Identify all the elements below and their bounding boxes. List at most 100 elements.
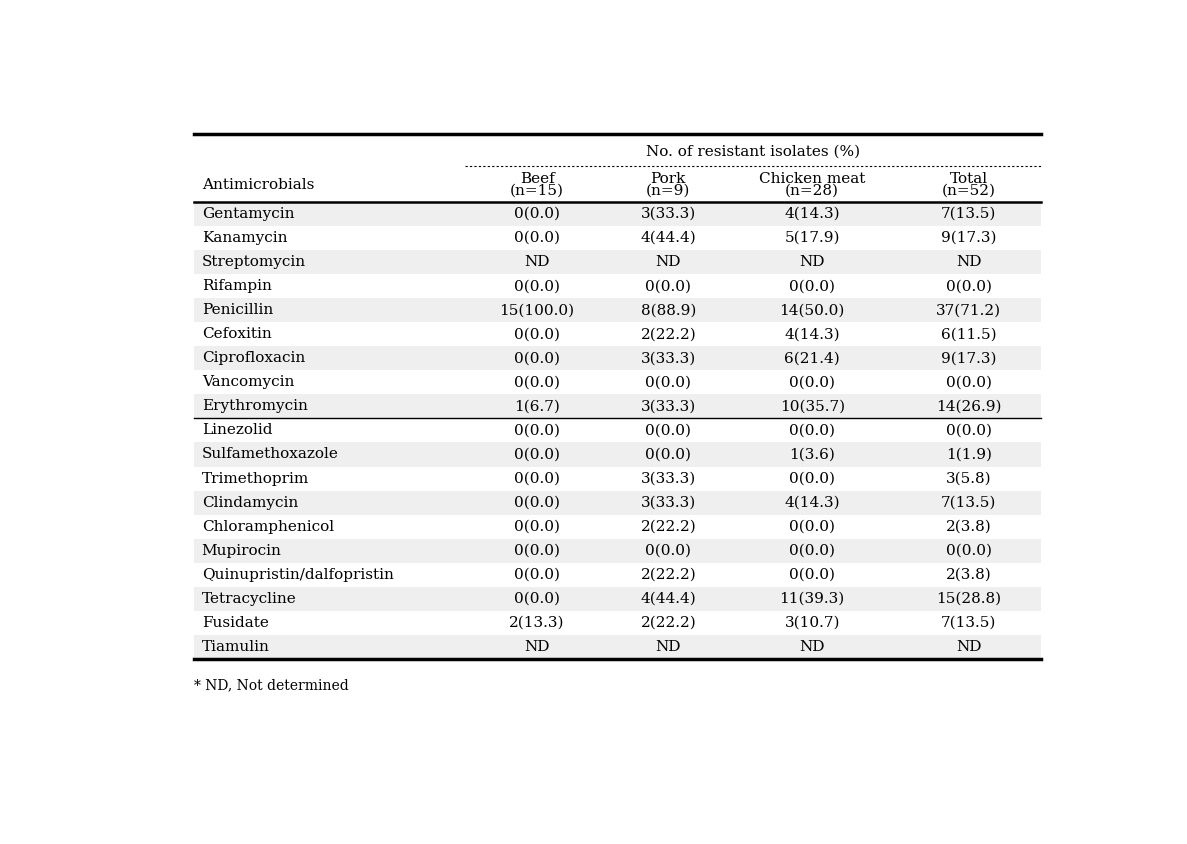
Bar <box>195 202 1041 226</box>
Text: 3(5.8): 3(5.8) <box>946 472 991 485</box>
Text: 7(13.5): 7(13.5) <box>941 616 996 630</box>
Text: ND: ND <box>525 640 550 654</box>
Bar <box>195 371 1041 394</box>
Text: Cefoxitin: Cefoxitin <box>202 327 272 341</box>
Bar <box>195 346 1041 371</box>
Text: 0(0.0): 0(0.0) <box>514 327 560 341</box>
Text: 2(22.2): 2(22.2) <box>641 327 697 341</box>
Text: 4(14.3): 4(14.3) <box>785 495 840 510</box>
Text: 14(50.0): 14(50.0) <box>780 303 845 317</box>
Text: Chloramphenicol: Chloramphenicol <box>202 520 334 533</box>
Text: 2(22.2): 2(22.2) <box>641 568 697 582</box>
Text: 0(0.0): 0(0.0) <box>514 592 560 606</box>
Text: 0(0.0): 0(0.0) <box>789 376 836 389</box>
Text: Gentamycin: Gentamycin <box>202 207 294 221</box>
Text: (n=28): (n=28) <box>785 184 839 198</box>
Text: 4(14.3): 4(14.3) <box>785 327 840 341</box>
Text: 1(1.9): 1(1.9) <box>946 447 992 462</box>
Text: 3(33.3): 3(33.3) <box>641 472 696 485</box>
Text: 3(33.3): 3(33.3) <box>641 495 696 510</box>
Text: 2(13.3): 2(13.3) <box>509 616 565 630</box>
Text: 2(22.2): 2(22.2) <box>641 616 697 630</box>
Text: Sulfamethoxazole: Sulfamethoxazole <box>202 447 338 462</box>
Bar <box>195 394 1041 419</box>
Text: ND: ND <box>525 255 550 269</box>
Bar <box>195 226 1041 250</box>
Text: Pork: Pork <box>650 172 686 187</box>
Text: 9(17.3): 9(17.3) <box>941 231 997 245</box>
Text: 5(17.9): 5(17.9) <box>785 231 840 245</box>
Text: 10(35.7): 10(35.7) <box>780 399 845 414</box>
Text: 6(11.5): 6(11.5) <box>941 327 997 341</box>
Text: 0(0.0): 0(0.0) <box>946 376 992 389</box>
Text: 0(0.0): 0(0.0) <box>514 544 560 558</box>
Text: ND: ND <box>799 640 825 654</box>
Text: Fusidate: Fusidate <box>202 616 268 630</box>
Text: 0(0.0): 0(0.0) <box>514 231 560 245</box>
Text: Ciprofloxacin: Ciprofloxacin <box>202 351 305 365</box>
Text: 8(88.9): 8(88.9) <box>641 303 696 317</box>
Text: 3(33.3): 3(33.3) <box>641 399 696 414</box>
Text: 0(0.0): 0(0.0) <box>789 568 836 582</box>
Bar <box>195 274 1041 298</box>
Text: 4(44.4): 4(44.4) <box>641 231 697 245</box>
Text: (n=15): (n=15) <box>510 184 564 198</box>
Text: 0(0.0): 0(0.0) <box>646 279 691 293</box>
Text: 37(71.2): 37(71.2) <box>937 303 1002 317</box>
Bar <box>195 587 1041 611</box>
Text: Trimethoprim: Trimethoprim <box>202 472 309 485</box>
Text: 3(33.3): 3(33.3) <box>641 207 696 221</box>
Bar <box>195 635 1041 659</box>
Text: 0(0.0): 0(0.0) <box>946 279 992 293</box>
Text: Total: Total <box>950 172 988 187</box>
Text: 0(0.0): 0(0.0) <box>789 544 836 558</box>
Text: 0(0.0): 0(0.0) <box>789 279 836 293</box>
Bar <box>195 322 1041 346</box>
Bar <box>195 515 1041 538</box>
Bar <box>195 442 1041 467</box>
Text: Erythromycin: Erythromycin <box>202 399 307 414</box>
Text: Streptomycin: Streptomycin <box>202 255 306 269</box>
Bar <box>195 490 1041 515</box>
Text: Tetracycline: Tetracycline <box>202 592 297 606</box>
Text: 0(0.0): 0(0.0) <box>946 424 992 437</box>
Text: 0(0.0): 0(0.0) <box>514 495 560 510</box>
Text: 14(26.9): 14(26.9) <box>937 399 1002 414</box>
Bar <box>195 419 1041 442</box>
Text: 0(0.0): 0(0.0) <box>646 376 691 389</box>
Text: Vancomycin: Vancomycin <box>202 376 294 389</box>
Text: 0(0.0): 0(0.0) <box>514 520 560 533</box>
Text: 0(0.0): 0(0.0) <box>514 351 560 365</box>
Bar <box>195 467 1041 490</box>
Text: 15(100.0): 15(100.0) <box>500 303 575 317</box>
Text: Clindamycin: Clindamycin <box>202 495 298 510</box>
Text: 0(0.0): 0(0.0) <box>946 544 992 558</box>
Bar <box>195 611 1041 635</box>
Text: Rifampin: Rifampin <box>202 279 272 293</box>
Text: ND: ND <box>655 255 681 269</box>
Text: 6(21.4): 6(21.4) <box>785 351 840 365</box>
Text: 2(3.8): 2(3.8) <box>946 568 991 582</box>
Text: 2(22.2): 2(22.2) <box>641 520 697 533</box>
Text: 0(0.0): 0(0.0) <box>514 279 560 293</box>
Text: 0(0.0): 0(0.0) <box>646 424 691 437</box>
Text: 4(44.4): 4(44.4) <box>641 592 697 606</box>
Text: * ND, Not determined: * ND, Not determined <box>195 679 349 692</box>
Text: Quinupristin/dalfopristin: Quinupristin/dalfopristin <box>202 568 394 582</box>
Text: ND: ND <box>956 640 982 654</box>
Text: 0(0.0): 0(0.0) <box>514 207 560 221</box>
Text: No. of resistant isolates (%): No. of resistant isolates (%) <box>646 145 861 159</box>
Text: 0(0.0): 0(0.0) <box>514 376 560 389</box>
Text: 0(0.0): 0(0.0) <box>514 472 560 485</box>
Text: 2(3.8): 2(3.8) <box>946 520 991 533</box>
Bar <box>195 538 1041 563</box>
Text: (n=52): (n=52) <box>941 184 996 198</box>
Bar <box>195 298 1041 322</box>
Text: ND: ND <box>799 255 825 269</box>
Text: 11(39.3): 11(39.3) <box>780 592 845 606</box>
Text: Antimicrobials: Antimicrobials <box>202 178 315 192</box>
Text: 0(0.0): 0(0.0) <box>789 472 836 485</box>
Bar <box>195 250 1041 274</box>
Text: 4(14.3): 4(14.3) <box>785 207 840 221</box>
Text: 7(13.5): 7(13.5) <box>941 495 996 510</box>
